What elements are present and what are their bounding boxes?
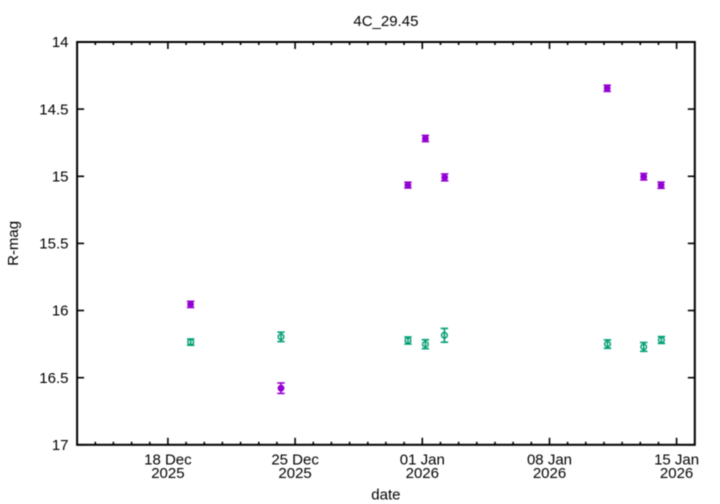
svg-text:14: 14 bbox=[52, 34, 69, 51]
svg-text:17: 17 bbox=[52, 437, 69, 454]
svg-text:2026: 2026 bbox=[533, 465, 566, 482]
svg-text:18 Dec: 18 Dec bbox=[144, 451, 192, 468]
svg-text:15 Jan: 15 Jan bbox=[654, 451, 699, 468]
svg-text:15.5: 15.5 bbox=[39, 236, 68, 253]
svg-text:25 Dec: 25 Dec bbox=[271, 451, 319, 468]
svg-text:14.5: 14.5 bbox=[39, 101, 68, 118]
svg-text:16: 16 bbox=[52, 303, 69, 320]
svg-text:08 Jan: 08 Jan bbox=[527, 451, 572, 468]
svg-text:R-mag: R-mag bbox=[5, 221, 22, 266]
svg-text:2026: 2026 bbox=[660, 465, 693, 482]
svg-text:2025: 2025 bbox=[278, 465, 311, 482]
svg-text:date: date bbox=[371, 487, 400, 504]
svg-text:2025: 2025 bbox=[151, 465, 184, 482]
svg-text:2026: 2026 bbox=[406, 465, 439, 482]
svg-text:16.5: 16.5 bbox=[39, 370, 68, 387]
svg-text:15: 15 bbox=[52, 169, 69, 186]
svg-text:01 Jan: 01 Jan bbox=[400, 451, 445, 468]
svg-text:4C_29.45: 4C_29.45 bbox=[353, 13, 418, 30]
